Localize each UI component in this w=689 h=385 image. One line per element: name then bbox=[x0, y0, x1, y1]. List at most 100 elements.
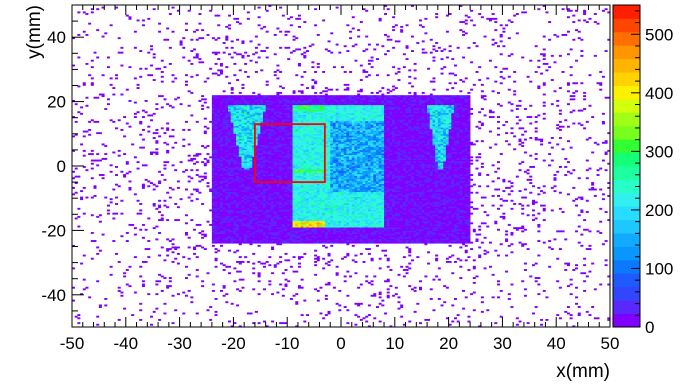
heatmap-cell bbox=[324, 298, 328, 300]
heatmap-cell bbox=[260, 241, 280, 244]
heatmap-cell bbox=[429, 220, 436, 223]
heatmap-cell bbox=[459, 177, 466, 180]
heatmap-cell bbox=[405, 169, 409, 172]
heatmap-cell bbox=[184, 222, 188, 225]
heatmap-cell bbox=[249, 209, 256, 212]
heatmap-cell bbox=[572, 169, 576, 172]
heatmap-cell bbox=[335, 222, 339, 225]
heatmap-cell bbox=[311, 148, 315, 151]
heatmap-cell bbox=[604, 240, 608, 242]
heatmap-cell bbox=[424, 156, 431, 159]
heatmap-cell bbox=[254, 130, 258, 133]
heatmap-cell bbox=[324, 314, 328, 317]
heatmap-cell bbox=[241, 162, 245, 165]
heatmap-cell bbox=[384, 201, 388, 204]
heatmap-cell bbox=[308, 194, 312, 197]
heatmap-cell bbox=[82, 212, 86, 215]
heatmap-cell bbox=[233, 251, 237, 254]
heatmap-cell bbox=[311, 156, 320, 159]
heatmap-cell bbox=[445, 217, 457, 220]
heatmap-cell bbox=[451, 148, 457, 151]
heatmap-cell bbox=[287, 162, 291, 165]
heatmap-cell bbox=[324, 233, 328, 236]
heatmap-cell bbox=[591, 186, 595, 189]
heatmap-cell bbox=[343, 209, 347, 212]
heatmap-cell bbox=[238, 325, 242, 328]
heatmap-cell bbox=[211, 203, 215, 205]
heatmap-cell bbox=[384, 236, 390, 239]
heatmap-cell bbox=[254, 174, 258, 176]
heatmap-cell bbox=[384, 211, 388, 213]
heatmap-cell bbox=[254, 154, 258, 157]
heatmap-cell bbox=[219, 180, 229, 183]
heatmap-cell bbox=[424, 166, 428, 168]
heatmap-cell bbox=[171, 251, 175, 254]
heatmap-cell bbox=[262, 169, 280, 172]
heatmap-cell bbox=[238, 138, 242, 141]
heatmap-cell bbox=[236, 177, 242, 180]
heatmap-cell bbox=[475, 140, 479, 143]
heatmap-cell bbox=[268, 196, 272, 199]
heatmap-cell bbox=[316, 170, 320, 173]
heatmap-cell bbox=[252, 162, 256, 165]
heatmap-cell bbox=[85, 196, 89, 199]
heatmap-cell bbox=[343, 175, 347, 178]
heatmap-cell bbox=[453, 182, 457, 185]
heatmap-cell bbox=[394, 185, 401, 188]
heatmap-cell bbox=[459, 232, 463, 234]
heatmap-cell bbox=[375, 172, 379, 175]
heatmap-cell bbox=[343, 154, 347, 157]
heatmap-cell bbox=[440, 148, 447, 151]
heatmap-cell bbox=[219, 169, 223, 172]
heatmap-cell bbox=[367, 148, 371, 151]
heatmap-cell bbox=[316, 212, 320, 215]
heatmap-cell bbox=[537, 254, 541, 257]
heatmap-cell bbox=[214, 228, 218, 231]
heatmap-cell bbox=[354, 190, 361, 193]
heatmap-cell bbox=[252, 128, 256, 131]
heatmap-cell bbox=[378, 156, 382, 159]
heatmap-cell bbox=[432, 133, 436, 136]
heatmap-cell bbox=[128, 285, 132, 288]
heatmap-cell bbox=[375, 154, 379, 157]
heatmap-cell bbox=[373, 206, 377, 209]
heatmap-cell bbox=[214, 162, 223, 165]
heatmap-cell bbox=[292, 156, 296, 159]
heatmap-cell bbox=[397, 240, 404, 242]
heatmap-cell bbox=[402, 211, 412, 213]
heatmap-cell bbox=[443, 146, 447, 149]
heatmap-cell bbox=[577, 241, 581, 244]
heatmap-cell bbox=[335, 232, 342, 234]
heatmap-cell bbox=[437, 209, 444, 212]
heatmap-cell bbox=[268, 211, 275, 213]
heatmap-cell bbox=[445, 196, 449, 199]
heatmap-cell bbox=[513, 227, 525, 230]
heatmap-cell bbox=[410, 220, 417, 223]
heatmap-cell bbox=[297, 222, 301, 225]
heatmap-cell bbox=[402, 256, 406, 259]
heatmap-cell bbox=[233, 241, 242, 244]
heatmap-cell bbox=[327, 209, 331, 212]
heatmap-cell bbox=[297, 207, 301, 210]
heatmap-cell bbox=[246, 140, 253, 143]
heatmap-cell bbox=[405, 201, 409, 204]
heatmap-cell bbox=[601, 243, 605, 246]
heatmap-cell bbox=[174, 219, 180, 222]
heatmap-cell bbox=[443, 162, 447, 165]
heatmap-cell bbox=[281, 154, 285, 157]
heatmap-cell bbox=[354, 162, 358, 165]
heatmap-cell bbox=[507, 143, 511, 146]
heatmap-cell bbox=[211, 217, 215, 220]
heatmap-cell bbox=[467, 206, 471, 209]
heatmap-cell bbox=[332, 191, 336, 194]
heatmap-cell bbox=[297, 211, 301, 213]
heatmap-cell bbox=[300, 214, 304, 217]
heatmap-cell bbox=[338, 161, 342, 164]
heatmap-cell bbox=[445, 198, 449, 201]
heatmap-cell bbox=[300, 162, 304, 165]
heatmap-cell bbox=[273, 196, 277, 199]
heatmap-cell bbox=[271, 220, 277, 223]
heatmap-cell bbox=[273, 178, 277, 181]
heatmap-cell bbox=[252, 138, 256, 141]
heatmap-cell bbox=[354, 214, 363, 217]
